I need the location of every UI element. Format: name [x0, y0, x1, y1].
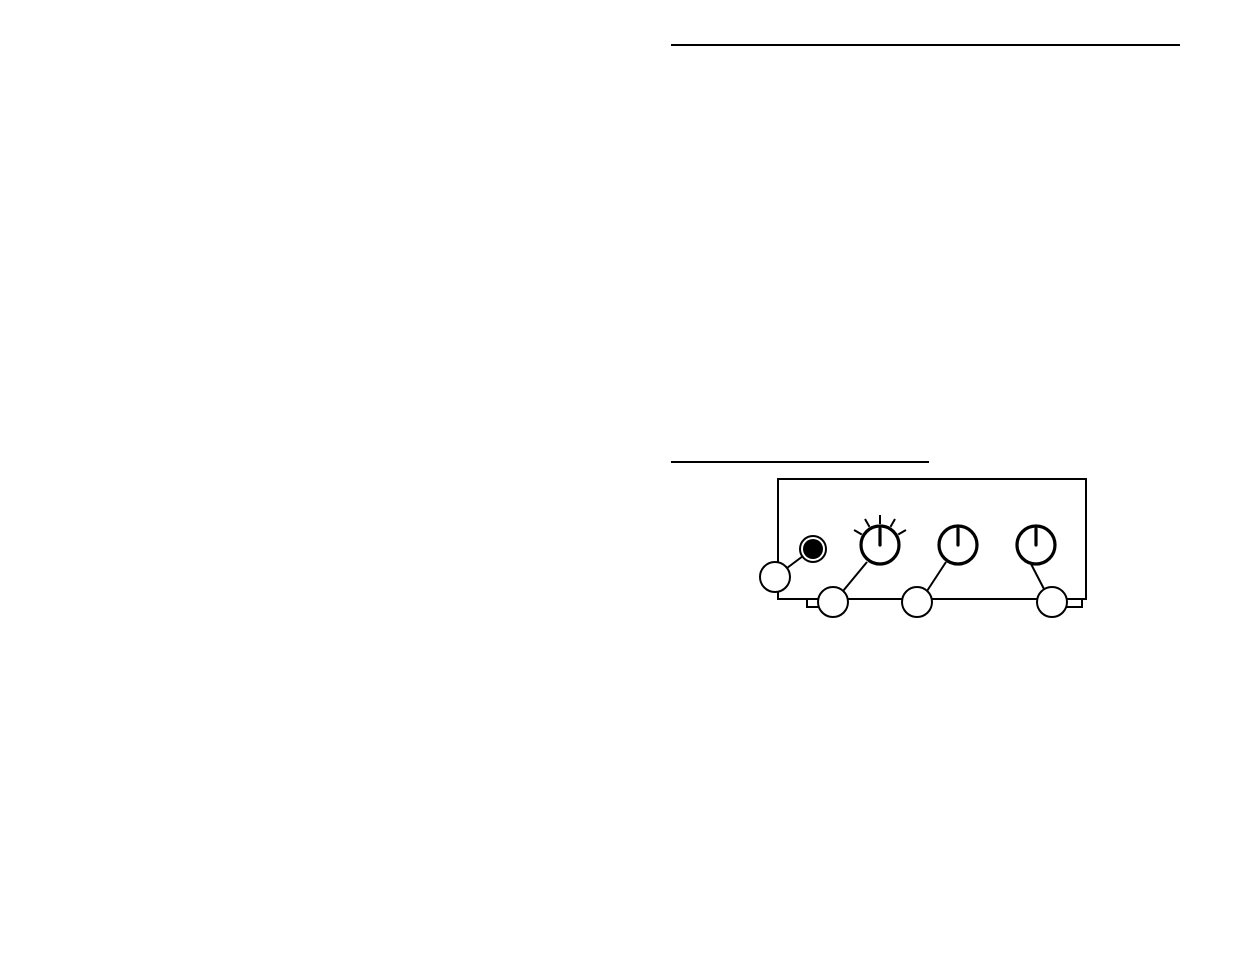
callout-leader-3: [927, 562, 946, 591]
callout-circle-2: [818, 587, 848, 617]
callout-circle-3: [902, 587, 932, 617]
callout-leader-2: [843, 562, 867, 591]
callout-leader-1: [787, 556, 803, 568]
knob-1-tick: [891, 519, 896, 527]
callout-leader-4: [1030, 562, 1044, 589]
diagram-canvas: [0, 0, 1235, 954]
knob-1-tick: [854, 530, 862, 535]
input-jack: [803, 539, 823, 559]
callout-circle-4: [1037, 587, 1067, 617]
knob-1-tick: [865, 519, 870, 527]
callout-circle-1: [760, 562, 790, 592]
knob-1-tick: [898, 530, 906, 535]
